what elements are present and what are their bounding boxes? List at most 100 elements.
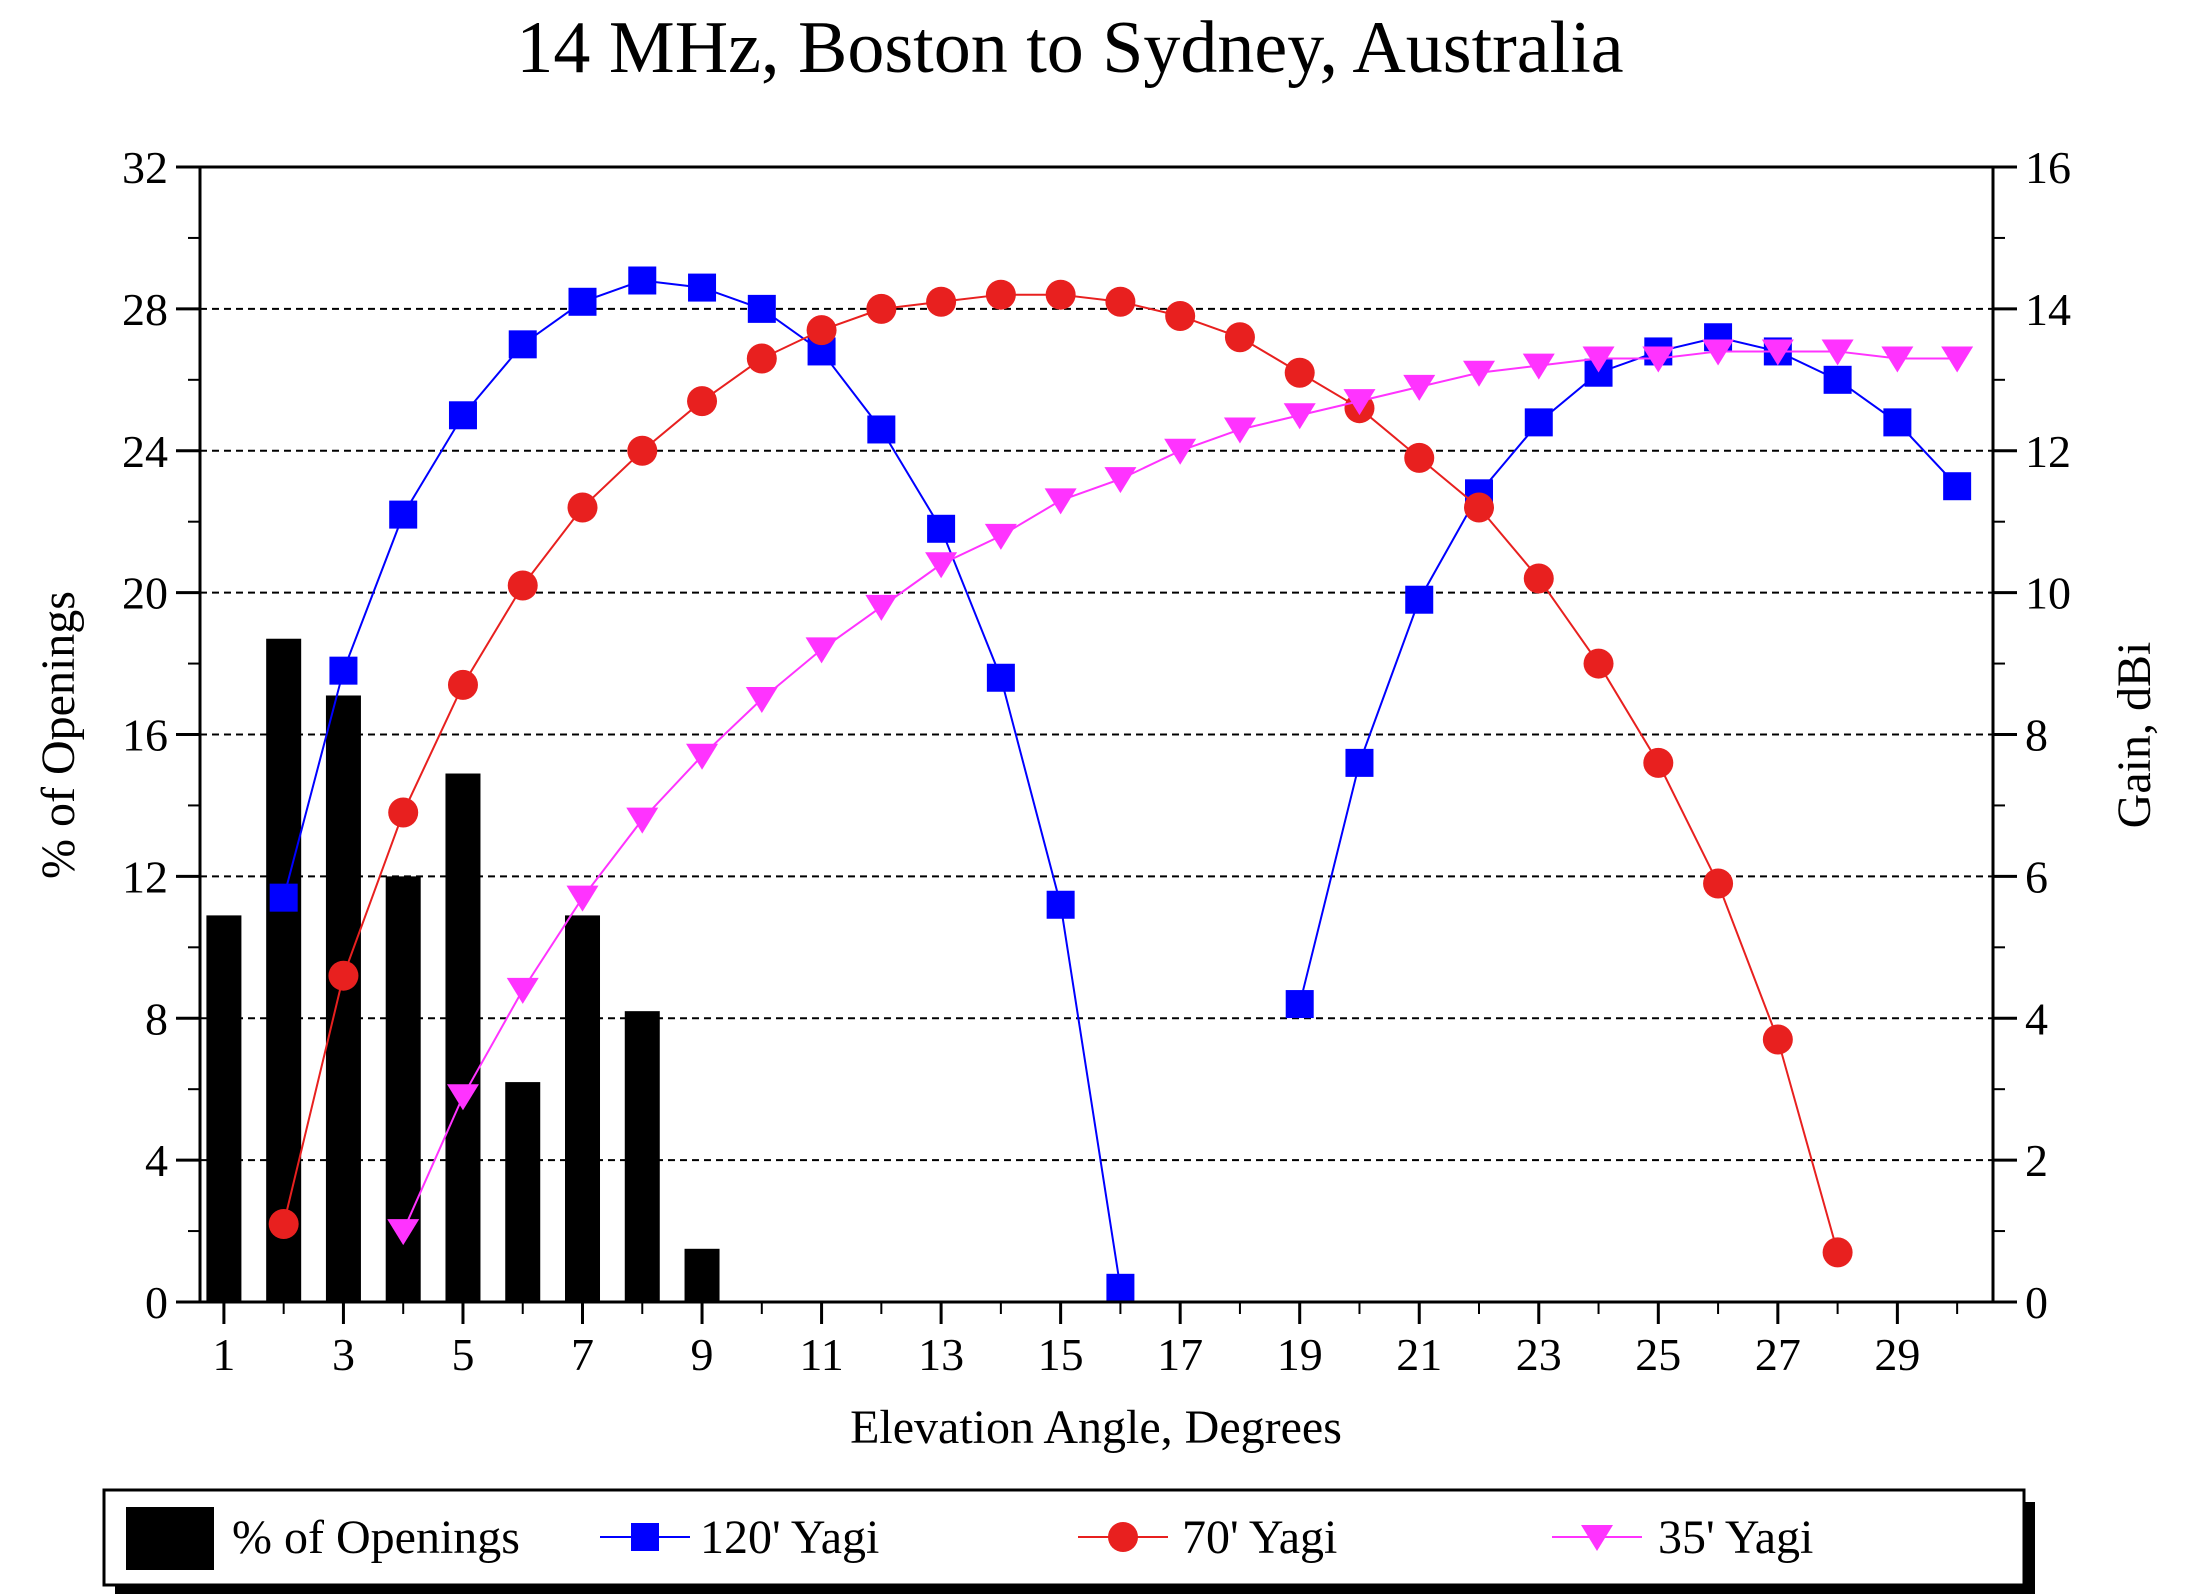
data-point	[507, 570, 538, 601]
y-right-tick-label: 16	[2025, 142, 2071, 193]
openings-bar	[565, 915, 601, 1302]
data-point	[1761, 339, 1794, 366]
data-point	[1223, 417, 1256, 444]
data-point	[568, 287, 597, 316]
data-point	[1883, 408, 1912, 437]
data-point	[1046, 890, 1075, 919]
data-point	[628, 266, 657, 295]
data-point	[1403, 374, 1436, 401]
data-point	[1285, 990, 1314, 1019]
data-point	[1106, 1273, 1135, 1302]
data-point	[1405, 585, 1434, 614]
x-tick-label: 21	[1396, 1329, 1442, 1380]
data-point	[1943, 472, 1972, 501]
data-point	[1464, 492, 1495, 523]
y-left-tick-label: 20	[122, 568, 168, 619]
legend-swatch-openings	[126, 1507, 214, 1570]
legend-label-openings: % of Openings	[232, 1511, 520, 1564]
data-point	[925, 552, 958, 579]
x-axis-label: Elevation Angle, Degrees	[850, 1401, 1342, 1454]
data-point	[506, 977, 539, 1004]
data-point	[1404, 442, 1435, 473]
data-point	[626, 807, 659, 834]
data-point	[927, 514, 956, 543]
x-tick-label: 5	[451, 1329, 474, 1380]
y-right-tick-label: 6	[2025, 851, 2048, 902]
data-point	[806, 315, 837, 346]
data-point	[867, 415, 896, 444]
data-point	[329, 656, 358, 685]
data-point	[1821, 339, 1854, 366]
data-point	[1822, 1237, 1853, 1268]
data-point	[805, 637, 838, 664]
chart-title: 14 MHz, Boston to Sydney, Australia	[516, 7, 1623, 89]
y-left-tick-label: 24	[122, 426, 168, 477]
y-left-tick-label: 8	[145, 993, 168, 1044]
data-point	[747, 294, 776, 323]
y-left-tick-label: 12	[122, 851, 168, 902]
openings-bar	[266, 638, 302, 1302]
x-tick-label: 19	[1277, 1329, 1323, 1380]
openings-bar	[505, 1082, 541, 1302]
series-line	[1298, 336, 1958, 1005]
openings-bar	[684, 1248, 720, 1302]
data-point	[1165, 300, 1196, 331]
data-point	[447, 669, 478, 700]
data-point	[268, 1208, 299, 1239]
x-tick-label: 25	[1635, 1329, 1681, 1380]
bars	[206, 638, 720, 1302]
data-point	[865, 594, 898, 621]
data-point	[1345, 748, 1374, 777]
data-point	[986, 663, 1015, 692]
y-left-tick-label: 16	[122, 710, 168, 761]
y-right-tick-label: 10	[2025, 568, 2071, 619]
series-triangle-down	[387, 339, 1974, 1246]
data-point	[926, 286, 957, 317]
legend-box	[102, 1488, 2026, 1587]
data-point	[388, 797, 419, 828]
data-point	[1164, 438, 1197, 465]
data-point	[1104, 467, 1137, 494]
data-point	[686, 743, 719, 770]
legend-label: 120' Yagi	[700, 1511, 879, 1564]
data-point	[387, 1219, 420, 1246]
x-tick-label: 1	[212, 1329, 235, 1380]
data-point	[1643, 747, 1674, 778]
data-point	[746, 343, 777, 374]
y-right-tick-label: 4	[2025, 993, 2048, 1044]
data-point	[269, 883, 298, 912]
legend-label: 35' Yagi	[1658, 1511, 1813, 1564]
y-right-tick-label: 8	[2025, 710, 2048, 761]
data-point	[1044, 488, 1077, 515]
legend-marker	[631, 1523, 659, 1551]
x-tick-label: 15	[1038, 1329, 1084, 1380]
x-tick-label: 17	[1157, 1329, 1203, 1380]
data-point	[1823, 365, 1852, 394]
data-point	[688, 273, 717, 302]
grid-lines	[200, 307, 1993, 1162]
data-point	[389, 500, 418, 529]
y-right-tick-label: 12	[2025, 426, 2071, 477]
data-point	[446, 1084, 479, 1111]
legend-marker	[1581, 1525, 1613, 1551]
data-point	[1224, 322, 1255, 353]
y-left-tick-label: 28	[122, 284, 168, 335]
x-tick-label: 29	[1874, 1329, 1920, 1380]
data-point	[984, 523, 1017, 550]
y-right-tick-label: 14	[2025, 284, 2071, 335]
legend-label: 70' Yagi	[1182, 1511, 1337, 1564]
data-point	[1524, 408, 1553, 437]
data-point	[985, 279, 1016, 310]
legend: % of Openings 120' Yagi 70' Yagi 35' Yagi	[102, 1488, 2035, 1594]
openings-bar	[624, 1011, 660, 1302]
data-point	[745, 687, 778, 714]
data-point	[627, 435, 658, 466]
data-point	[1941, 346, 1974, 373]
data-point	[1582, 346, 1615, 373]
x-tick-label: 7	[571, 1329, 594, 1380]
series-lines	[268, 266, 1974, 1302]
data-point	[1881, 346, 1914, 373]
y-left-tick-label: 4	[145, 1135, 168, 1186]
